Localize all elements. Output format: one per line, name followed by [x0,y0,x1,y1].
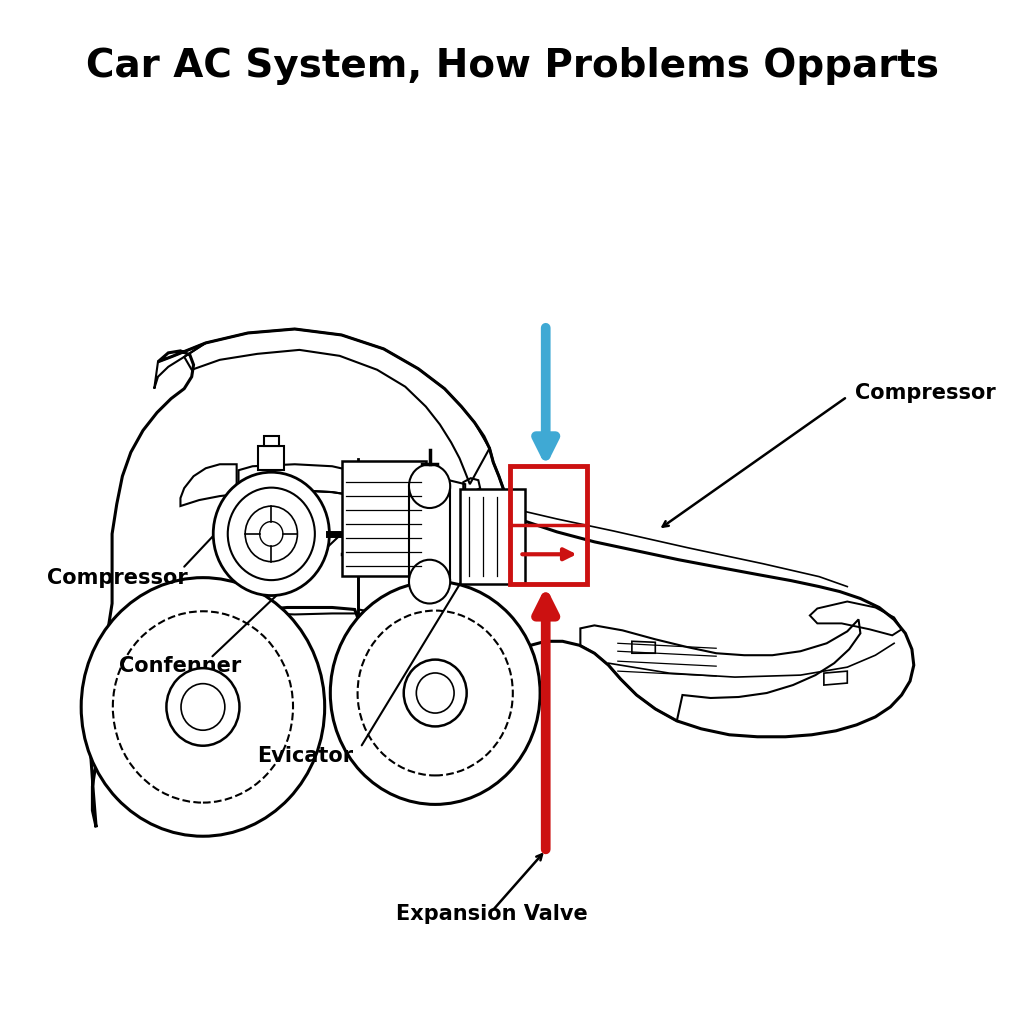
Bar [258,446,285,470]
Text: Compressor: Compressor [46,567,187,588]
Text: Evicator: Evicator [257,745,353,766]
Text: Car AC System, How Problems Opparts: Car AC System, How Problems Opparts [85,46,939,85]
Text: Compressor: Compressor [855,383,995,402]
Circle shape [331,582,540,805]
Polygon shape [90,329,913,827]
Circle shape [409,560,451,603]
Bar [409,486,451,582]
Circle shape [213,472,330,596]
Text: Expansion Valve: Expansion Valve [395,904,588,924]
Circle shape [81,578,325,837]
Text: Confenner: Confenner [119,656,241,676]
Circle shape [260,521,283,546]
Bar [342,461,426,575]
Circle shape [409,464,451,508]
Bar [460,489,525,584]
Circle shape [403,659,467,726]
Circle shape [167,668,240,745]
Bar [510,466,587,584]
Bar [264,436,279,446]
